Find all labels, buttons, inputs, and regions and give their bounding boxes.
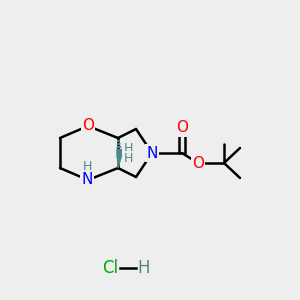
Text: H: H — [123, 142, 133, 154]
Text: H: H — [123, 152, 133, 164]
Text: H: H — [82, 160, 92, 173]
Text: Cl: Cl — [102, 259, 118, 277]
Text: N: N — [81, 172, 93, 188]
Text: O: O — [176, 121, 188, 136]
Text: H: H — [138, 259, 150, 277]
Text: O: O — [82, 118, 94, 134]
Text: O: O — [192, 155, 204, 170]
Text: N: N — [146, 146, 158, 160]
Polygon shape — [117, 150, 123, 168]
